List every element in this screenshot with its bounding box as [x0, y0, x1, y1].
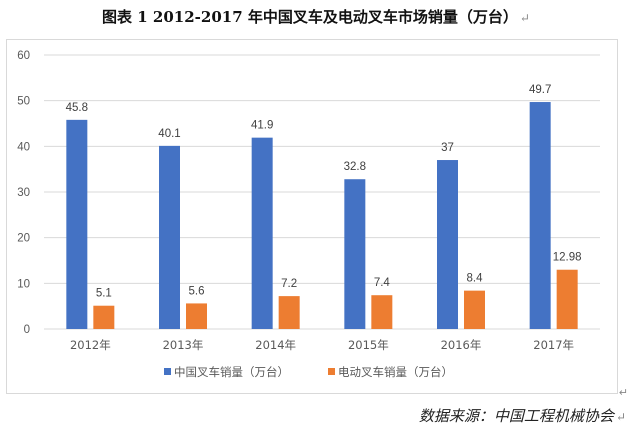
legend-swatch [164, 368, 171, 375]
x-tick-label: 2013年 [163, 338, 204, 352]
y-tick-label: 40 [17, 141, 30, 153]
data-label: 5.1 [96, 288, 112, 300]
data-label: 49.7 [529, 84, 551, 96]
data-label: 5.6 [189, 285, 205, 297]
paragraph-mark-icon: ↵ [615, 410, 626, 424]
data-label: 40.1 [158, 128, 180, 140]
bar [159, 145, 180, 329]
x-tick-label: 2017年 [533, 338, 574, 352]
title-text: 图表 1 2012-2017 年中国叉车及电动叉车市场销量（万台） [102, 8, 518, 26]
bar [371, 295, 393, 329]
data-label: 7.4 [374, 277, 391, 289]
data-label: 41.9 [251, 120, 273, 132]
x-tick-label: 2015年 [348, 338, 389, 352]
data-labels: 45.8 5.1 40.1 5.6 41.9 7.2 32.8 7.4 37 8.4 49.7 12.… [66, 84, 582, 300]
gridlines [44, 54, 600, 330]
bar [278, 296, 300, 329]
bar [437, 160, 458, 329]
data-source: 数据来源：中国工程机械协会 ↵ [419, 405, 626, 426]
bar [464, 290, 485, 329]
x-axis-ticks: 2012年 2013年 2014年 2015年 2016年 2017年 [70, 338, 574, 352]
y-tick-label: 0 [24, 324, 30, 336]
y-tick-label: 20 [17, 233, 30, 245]
bar [186, 303, 207, 329]
bar [529, 102, 551, 329]
paragraph-mark-icon: ↵ [618, 386, 628, 399]
legend-swatch [328, 368, 335, 375]
chart-frame [6, 39, 618, 394]
legend-label: 电动叉车销量（万台） [338, 365, 453, 379]
y-axis-ticks: 0 10 20 30 40 50 60 [17, 50, 30, 336]
bar [556, 269, 578, 329]
page-title: 图表 1 2012-2017 年中国叉车及电动叉车市场销量（万台） ↵ [0, 6, 632, 27]
legend-label: 中国叉车销量（万台） [174, 365, 289, 379]
bar-chart: 0 10 20 30 40 50 60 45.8 5.1 40.1 5.6 41.9 7.2 32.8 7… [17, 50, 600, 379]
data-label: 45.8 [66, 102, 88, 114]
x-tick-label: 2014年 [255, 338, 296, 352]
x-tick-label: 2016年 [441, 338, 482, 352]
y-tick-label: 30 [17, 187, 30, 199]
bar [251, 137, 273, 329]
y-tick-label: 50 [17, 96, 30, 108]
data-label: 12.98 [553, 252, 582, 264]
x-tick-label: 2012年 [70, 338, 111, 352]
bars [66, 102, 578, 329]
data-label: 8.4 [467, 273, 484, 285]
data-label: 37 [441, 142, 454, 154]
paragraph-mark-icon: ↵ [519, 11, 530, 25]
source-text: 数据来源：中国工程机械协会 [418, 407, 614, 425]
bar [66, 119, 88, 329]
bar [344, 179, 366, 329]
bar [93, 305, 115, 329]
y-tick-label: 10 [17, 278, 30, 290]
data-label: 7.2 [281, 278, 297, 290]
legend: 中国叉车销量（万台） 电动叉车销量（万台） [164, 365, 453, 379]
y-tick-label: 60 [17, 50, 30, 62]
data-label: 32.8 [344, 161, 366, 173]
